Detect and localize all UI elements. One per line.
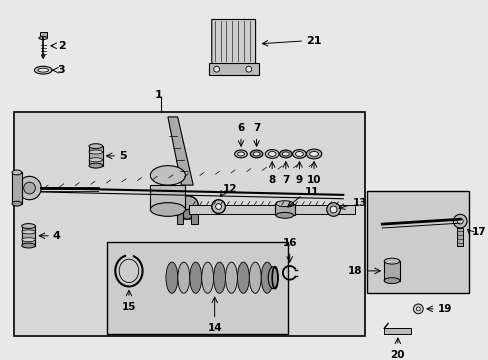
Bar <box>366 191 468 293</box>
Text: 3: 3 <box>58 65 65 75</box>
Text: 12: 12 <box>222 184 237 194</box>
Bar <box>12 172 21 204</box>
Ellipse shape <box>237 152 244 156</box>
Circle shape <box>211 200 225 213</box>
Circle shape <box>326 203 340 216</box>
Ellipse shape <box>279 150 291 158</box>
Polygon shape <box>167 117 193 185</box>
Ellipse shape <box>309 152 318 156</box>
Text: 2: 2 <box>58 41 65 51</box>
Bar <box>40 32 46 37</box>
Ellipse shape <box>178 262 189 293</box>
Circle shape <box>415 307 419 311</box>
Ellipse shape <box>384 278 399 284</box>
Ellipse shape <box>265 149 279 158</box>
Bar <box>89 146 102 166</box>
Ellipse shape <box>39 36 47 40</box>
Bar <box>176 212 183 224</box>
Ellipse shape <box>12 170 21 175</box>
Circle shape <box>245 66 251 72</box>
Circle shape <box>329 206 336 213</box>
Text: 10: 10 <box>306 175 321 185</box>
Ellipse shape <box>150 203 185 216</box>
Bar <box>208 63 258 75</box>
Text: 21: 21 <box>305 36 321 46</box>
Circle shape <box>452 214 466 228</box>
Bar <box>384 261 399 280</box>
Ellipse shape <box>21 230 35 234</box>
Bar <box>107 242 287 334</box>
Ellipse shape <box>261 262 273 293</box>
Ellipse shape <box>89 144 102 149</box>
Bar <box>456 228 462 246</box>
Bar <box>14 112 364 336</box>
Text: 16: 16 <box>282 238 296 248</box>
Ellipse shape <box>165 262 178 293</box>
Circle shape <box>215 204 221 210</box>
Text: 14: 14 <box>207 323 222 333</box>
Text: 9: 9 <box>295 175 303 185</box>
Circle shape <box>182 210 192 219</box>
Ellipse shape <box>295 152 303 156</box>
Ellipse shape <box>189 262 201 293</box>
Text: 7: 7 <box>282 175 289 185</box>
Text: 20: 20 <box>390 350 404 360</box>
Ellipse shape <box>305 149 321 159</box>
Ellipse shape <box>213 262 225 293</box>
Text: 7: 7 <box>252 122 260 132</box>
Ellipse shape <box>253 152 260 156</box>
Text: 19: 19 <box>437 304 451 314</box>
Ellipse shape <box>21 224 35 229</box>
Ellipse shape <box>237 262 249 293</box>
Ellipse shape <box>201 262 213 293</box>
Ellipse shape <box>21 238 35 242</box>
Circle shape <box>18 176 41 200</box>
Text: 6: 6 <box>237 122 244 132</box>
Text: 11: 11 <box>304 187 318 197</box>
Ellipse shape <box>89 150 102 154</box>
Ellipse shape <box>176 196 198 213</box>
Bar <box>21 226 35 246</box>
Circle shape <box>213 66 219 72</box>
Text: 13: 13 <box>352 198 367 208</box>
Ellipse shape <box>176 210 198 219</box>
Ellipse shape <box>250 150 263 158</box>
Circle shape <box>456 218 462 224</box>
Polygon shape <box>211 19 255 73</box>
Bar <box>150 185 185 210</box>
Bar <box>275 204 294 215</box>
Ellipse shape <box>282 152 288 156</box>
Ellipse shape <box>249 262 261 293</box>
Bar <box>384 328 411 334</box>
Ellipse shape <box>89 158 102 162</box>
Ellipse shape <box>38 68 48 72</box>
Bar <box>191 212 198 224</box>
Circle shape <box>23 182 35 194</box>
Bar <box>189 204 354 214</box>
Text: 15: 15 <box>122 302 136 312</box>
Ellipse shape <box>292 149 305 158</box>
Ellipse shape <box>225 262 237 293</box>
Ellipse shape <box>34 66 52 74</box>
Text: 1: 1 <box>154 90 162 100</box>
Circle shape <box>412 304 422 314</box>
Text: 18: 18 <box>347 266 362 276</box>
Ellipse shape <box>234 150 247 158</box>
Ellipse shape <box>384 258 399 264</box>
Ellipse shape <box>276 212 293 218</box>
Ellipse shape <box>21 243 35 248</box>
Ellipse shape <box>150 166 185 185</box>
Ellipse shape <box>268 267 278 289</box>
Ellipse shape <box>276 201 293 207</box>
Text: 5: 5 <box>119 151 126 161</box>
Ellipse shape <box>268 152 276 156</box>
Text: 4: 4 <box>53 231 61 241</box>
Ellipse shape <box>89 163 102 168</box>
Ellipse shape <box>12 201 21 206</box>
Text: 8: 8 <box>268 175 275 185</box>
Text: 17: 17 <box>471 227 486 237</box>
